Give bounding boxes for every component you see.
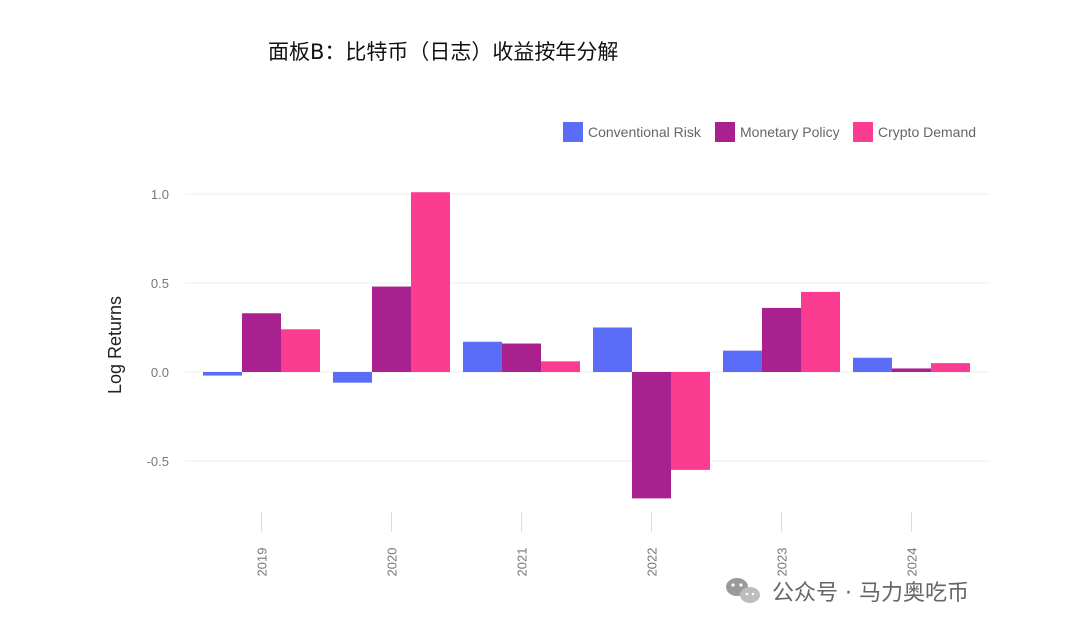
y-tick-label: 0.0 (151, 365, 169, 380)
legend-swatch (715, 122, 735, 142)
watermark-text: 公众号 · 马力奥吃币 (772, 581, 969, 606)
wechat-icon (726, 578, 760, 603)
x-tick-label: 2020 (385, 548, 400, 577)
watermark: 公众号 · 马力奥吃币 (726, 578, 969, 606)
x-tick-label: 2019 (255, 548, 270, 577)
bar-monetary-policy-2023 (762, 307, 801, 372)
y-tick-label: -0.5 (147, 454, 169, 469)
legend-swatch (563, 122, 583, 142)
x-axis-ticks: 2019 2020 2021 2022 2023 2024 (255, 512, 920, 576)
x-tick-label: 2024 (905, 548, 920, 577)
legend: Conventional Risk Monetary Policy Crypto D… (563, 122, 976, 142)
bar-crypto-demand-2024 (931, 363, 970, 372)
y-tick-label: 1.0 (151, 187, 169, 202)
bar-conventional-risk-2023 (723, 350, 762, 372)
y-axis-label: Log Returns (105, 296, 125, 394)
x-tick-label: 2022 (645, 548, 660, 577)
legend-swatch (853, 122, 873, 142)
bar-conventional-risk-2020 (333, 372, 372, 383)
bar-monetary-policy-2020 (372, 286, 411, 372)
legend-label: Monetary Policy (740, 124, 840, 140)
bars (203, 192, 970, 499)
chart-title: 面板B：比特币（日志）收益按年分解 (268, 40, 619, 64)
legend-label: Crypto Demand (878, 124, 976, 140)
bar-conventional-risk-2024 (853, 357, 892, 372)
bar-conventional-risk-2019 (203, 372, 242, 376)
bar-crypto-demand-2023 (801, 291, 840, 372)
bar-crypto-demand-2019 (281, 329, 320, 372)
bar-crypto-demand-2021 (541, 361, 580, 372)
grid-lines (185, 193, 990, 462)
y-axis-ticks: 1.0 0.5 0.0 -0.5 (147, 187, 169, 469)
y-tick-label: 0.5 (151, 276, 169, 291)
bar-crypto-demand-2022 (671, 372, 710, 470)
x-tick-label: 2023 (775, 548, 790, 577)
bar-monetary-policy-2022 (632, 372, 671, 499)
legend-label: Conventional Risk (588, 124, 702, 140)
bar-monetary-policy-2024 (892, 368, 931, 372)
bar-monetary-policy-2019 (242, 313, 281, 372)
bar-monetary-policy-2021 (502, 343, 541, 372)
bar-conventional-risk-2021 (463, 341, 502, 372)
bar-conventional-risk-2022 (593, 327, 632, 372)
x-tick-label: 2021 (515, 548, 530, 577)
bar-crypto-demand-2020 (411, 192, 450, 372)
